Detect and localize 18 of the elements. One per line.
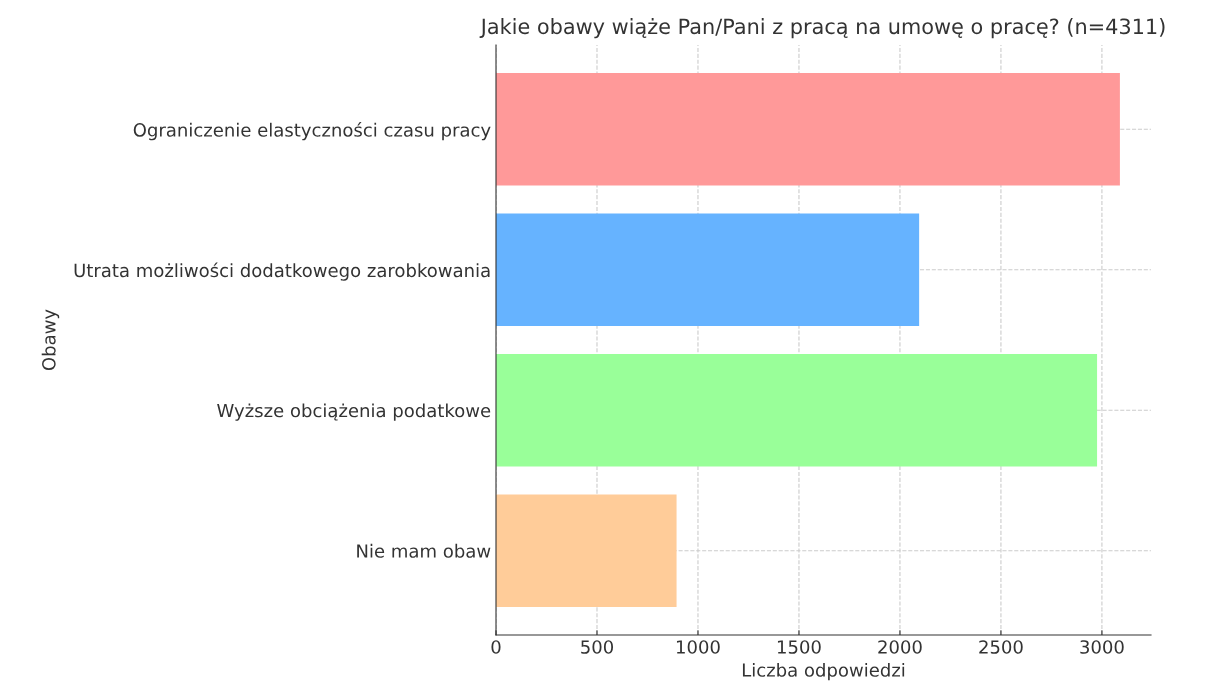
x-tick-label: 1000: [676, 640, 720, 654]
y-tick-label: Ograniczenie elastyczności czasu pracy: [133, 122, 491, 141]
bar: [496, 213, 920, 326]
chart-title: Jakie obawy wiąże Pan/Pani z pracą na umowę o pracę? (n=4311): [479, 18, 1165, 39]
x-tick-label: 0: [491, 640, 501, 654]
x-tick-label: 3000: [1080, 640, 1124, 654]
bar: [496, 354, 1098, 467]
y-axis-title: Obawy: [41, 309, 60, 371]
x-tick-label: 2500: [979, 640, 1023, 654]
x-tick-label: 2000: [878, 640, 922, 654]
y-tick-label: Wyższe obciążenia podatkowe: [217, 403, 491, 421]
x-axis-title: Liczba odpowiedzi: [742, 662, 905, 681]
y-tick-label: Nie mam obaw: [357, 543, 491, 558]
bar: [496, 494, 677, 607]
x-tick-label: 1500: [777, 640, 821, 654]
y-tick-label: Utrata możliwości dodatkowego zarobkowania: [74, 262, 490, 281]
bar: [496, 73, 1120, 186]
x-tick-label: 500: [581, 640, 614, 654]
